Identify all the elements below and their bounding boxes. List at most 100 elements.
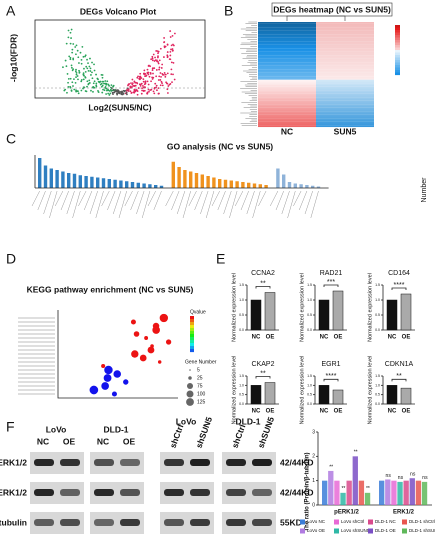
color-scale: [395, 70, 400, 73]
x-tick-label: ERK1/2: [393, 510, 415, 516]
volcano-dot: [114, 90, 117, 93]
panel-label: D: [6, 251, 16, 267]
volcano-dot: [153, 87, 156, 90]
heat-cell: [258, 92, 316, 94]
volcano-dot: [141, 89, 143, 92]
panel-title: DEGs Volcano Plot: [80, 6, 157, 16]
volcano-dot: [151, 59, 154, 62]
volcano-dot: [96, 77, 99, 80]
volcano-dot: [87, 62, 89, 64]
heat-cell: [258, 27, 316, 30]
kegg-dot: [104, 365, 113, 375]
volcano-dot: [167, 85, 170, 87]
go-bar: [206, 176, 210, 188]
term-label: [194, 190, 203, 211]
band: [226, 519, 246, 526]
go-bar: [282, 174, 286, 188]
heat-cell: [316, 86, 374, 89]
volcano-dot: [136, 82, 139, 85]
go-bar: [258, 184, 262, 188]
volcano-dot: [69, 42, 72, 45]
volcano-dot: [67, 77, 70, 80]
bar: [250, 385, 262, 405]
term-label: [89, 190, 98, 215]
go-bar: [72, 173, 77, 188]
heat-cell: [258, 97, 316, 100]
volcano-dot: [130, 82, 132, 85]
volcano-dot: [72, 85, 74, 87]
go-bar: [159, 185, 164, 188]
heat-cell: [316, 102, 374, 105]
color-scale: [395, 67, 400, 71]
volcano-dot: [171, 48, 174, 50]
heat-cell: [258, 99, 316, 101]
term-label: [153, 190, 162, 211]
chart-title: EGR1: [321, 361, 340, 368]
term-label: [246, 190, 255, 215]
heat-cell: [316, 107, 374, 110]
volcano-dot: [158, 68, 160, 71]
go-bar: [189, 171, 193, 188]
y-tick-label: 1.5: [239, 374, 244, 378]
volcano-dot: [101, 91, 104, 94]
volcano-dot: [97, 80, 100, 83]
term-label: [293, 190, 302, 207]
heat-cell: [258, 111, 316, 114]
panel-title: DEGs heatmap (NC vs SUN5): [273, 4, 391, 14]
volcano-dot: [131, 83, 134, 86]
volcano-dot: [148, 64, 150, 67]
volcano-dot: [76, 49, 79, 52]
x-tick-label: OE: [334, 409, 343, 415]
heat-cell: [316, 51, 374, 54]
axis-label: Number: [421, 177, 428, 203]
term-label: [304, 190, 313, 215]
heat-cell: [258, 43, 316, 45]
y-tick-label: 1: [312, 478, 315, 484]
volcano-dot: [72, 57, 75, 60]
volcano-dot: [169, 54, 172, 57]
significance: ***: [327, 279, 335, 286]
color-scale: [395, 45, 400, 48]
protein-label: β-tubulin: [0, 517, 27, 527]
volcano-dot: [140, 82, 143, 85]
legend-swatch: [402, 519, 407, 525]
term-label: [37, 190, 46, 211]
term-label: [171, 190, 180, 211]
go-bar: [311, 185, 315, 188]
heat-cell: [316, 123, 374, 126]
panel-label: F: [6, 419, 15, 435]
volcano-dot: [122, 92, 124, 94]
volcano-dot: [95, 73, 97, 76]
panel-title: GO analysis (NC vs SUN5): [167, 141, 273, 151]
go-bar: [229, 180, 233, 188]
sig-bracket: [391, 378, 407, 382]
go-bar: [264, 185, 268, 188]
size-key: [188, 376, 192, 380]
volcano-dot: [92, 82, 95, 85]
axis-label: Normalized expression level: [299, 273, 305, 342]
heat-cell: [316, 30, 374, 33]
volcano-dot: [132, 91, 135, 94]
color-scale: [395, 72, 400, 76]
sig-bracket: [255, 376, 271, 379]
y-tick-label: 1.0: [307, 298, 312, 302]
volcano-dot: [134, 81, 137, 84]
significance: **: [341, 486, 345, 492]
go-bar: [61, 171, 65, 188]
heat-cell: [316, 48, 374, 51]
go-bar: [136, 182, 140, 188]
heat-cell: [316, 92, 374, 94]
color-scale: [395, 32, 400, 36]
volcano-dot: [121, 90, 124, 93]
volcano-dot: [108, 90, 111, 92]
bar: [332, 290, 344, 331]
significance: **: [329, 464, 333, 470]
volcano-dot: [170, 68, 173, 71]
heat-cell: [316, 114, 374, 117]
color-scale: [190, 316, 194, 320]
protein-label: pERK1/2: [0, 457, 27, 467]
bar: [318, 385, 330, 405]
heat-cell: [258, 50, 316, 52]
heat-cell: [316, 104, 374, 107]
volcano-dot: [71, 51, 74, 54]
